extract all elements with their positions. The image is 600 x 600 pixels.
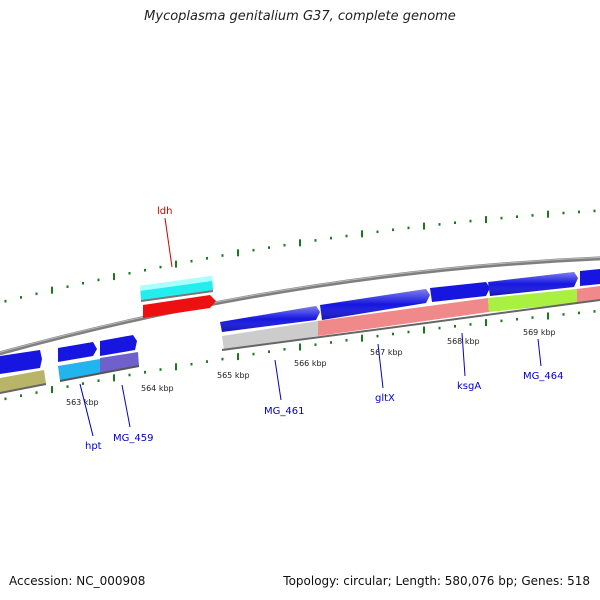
mg464-callout-line — [537, 338, 542, 367]
ldh-block-shine — [140, 276, 212, 291]
gene-block[interactable] — [0, 370, 46, 394]
gene-label-hpt[interactable]: hpt — [85, 441, 102, 452]
cds-arrow[interactable] — [430, 282, 490, 302]
gene-label-ksga[interactable]: ksgA — [457, 381, 481, 392]
ruler-label: 566 kbp — [294, 359, 327, 368]
cds-arrow[interactable] — [0, 350, 42, 374]
gene-label-mg464[interactable]: MG_464 — [523, 371, 563, 382]
ldh-callout-line — [164, 217, 173, 268]
ksga-callout-line — [461, 332, 466, 377]
inner-tick-ring — [4, 310, 596, 401]
ruler-label: 564 kbp — [141, 384, 174, 393]
ldh-arrow[interactable] — [143, 295, 216, 318]
gene-label-gltx[interactable]: gltX — [375, 393, 395, 404]
outer-tick-ring — [4, 209, 596, 303]
accession-label: Accession: NC_000908 — [9, 574, 146, 588]
ruler-label: 569 kbp — [523, 328, 556, 337]
gene-label-mg459[interactable]: MG_459 — [113, 433, 153, 444]
ruler-label: 565 kbp — [217, 371, 250, 380]
gene-block[interactable] — [318, 298, 489, 336]
track-edge — [59, 365, 140, 382]
gene-block[interactable] — [100, 352, 139, 374]
ruler-label: 568 kbp — [447, 337, 480, 346]
track-edge — [221, 299, 600, 351]
cds-arrow[interactable] — [100, 335, 137, 356]
gene-labels: ldh hpt MG_459 MG_461 gltX ksgA MG_464 — [79, 206, 563, 452]
genome-summary: Topology: circular; Length: 580,076 bp; … — [283, 574, 590, 588]
ldh-feature[interactable] — [140, 276, 216, 318]
gene-block[interactable] — [488, 289, 577, 312]
forward-cds-track — [0, 269, 600, 374]
gene-block[interactable] — [222, 321, 318, 351]
hpt-callout-line — [79, 383, 94, 437]
function-track — [0, 286, 600, 394]
gene-block[interactable] — [577, 286, 600, 303]
cds-shine — [488, 272, 578, 296]
gltx-callout-line — [377, 343, 384, 389]
ruler-label: 563 kbp — [66, 398, 99, 407]
cds-arrow[interactable] — [580, 269, 600, 286]
map-title: Mycoplasma genitalium G37, complete geno… — [144, 9, 456, 24]
ldh-edge — [140, 290, 214, 302]
genome-backbone — [0, 256, 600, 356]
cds-arrow[interactable] — [58, 342, 97, 362]
track-edge — [0, 383, 47, 394]
gene-label-mg461[interactable]: MG_461 — [264, 406, 304, 417]
ruler-labels: 563 kbp 564 kbp 565 kbp 566 kbp 567 kbp … — [66, 328, 556, 407]
genome-backbone-highlight — [0, 256, 600, 353]
gene-label-ldh[interactable]: ldh — [157, 206, 172, 217]
ruler-label: 567 kbp — [370, 348, 403, 357]
mg459-callout-line — [121, 384, 131, 428]
cds-shine — [220, 306, 320, 332]
cds-shine — [320, 289, 430, 320]
mg461-callout-line — [274, 359, 282, 401]
